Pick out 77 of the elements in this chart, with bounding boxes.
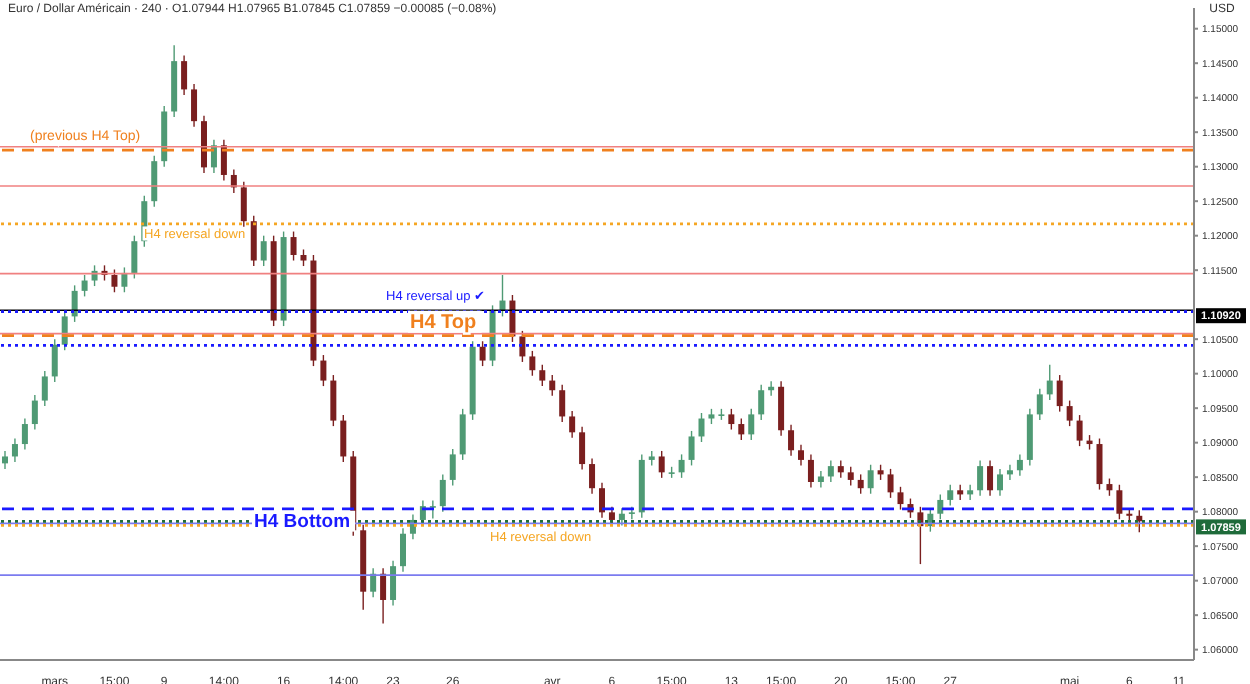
- candlestick: [1116, 484, 1123, 520]
- candlestick: [1066, 399, 1073, 427]
- candlestick: [987, 459, 994, 497]
- candlestick: [937, 493, 944, 520]
- candlestick: [847, 466, 854, 487]
- candlestick: [191, 83, 198, 128]
- candlestick: [748, 408, 755, 441]
- candlestick: [867, 464, 874, 495]
- candlestick: [807, 453, 814, 489]
- candlestick: [51, 338, 58, 383]
- candlestick: [788, 424, 795, 457]
- candlestick: [479, 340, 486, 367]
- candlestick: [598, 481, 605, 519]
- ref-line-label: H4 Top: [410, 311, 477, 334]
- candlestick: [449, 448, 456, 487]
- candlestick: [1026, 408, 1033, 467]
- candlestick: [957, 484, 964, 501]
- candlestick: [111, 268, 118, 293]
- candlestick: [658, 450, 665, 479]
- candlestick: [778, 380, 785, 437]
- candlestick: [260, 234, 267, 267]
- candlestick: [549, 374, 556, 397]
- candlestick: [857, 473, 864, 495]
- candlestick: [579, 426, 586, 471]
- candlestick: [1056, 374, 1063, 413]
- candlestick: [320, 354, 327, 387]
- candlestick: [977, 459, 984, 497]
- candlestick: [1076, 414, 1083, 447]
- candlestick: [628, 506, 635, 520]
- candlestick: [589, 457, 596, 495]
- candlestick: [21, 417, 28, 451]
- candlestick: [1046, 364, 1053, 401]
- candlestick: [1006, 464, 1013, 481]
- candlestick: [569, 410, 576, 439]
- candlestick: [996, 468, 1003, 497]
- candlestick: [738, 417, 745, 441]
- candlestick: [151, 154, 158, 208]
- candlestick: [728, 408, 735, 431]
- candlestick: [897, 486, 904, 511]
- candlestick: [290, 230, 297, 262]
- candlestick: [250, 214, 257, 267]
- candlestick: [1096, 437, 1103, 491]
- candlestick: [429, 499, 436, 520]
- candlestick: [947, 484, 954, 507]
- candlestick: [519, 330, 526, 363]
- candlestick: [181, 54, 188, 96]
- candlestick: [200, 114, 207, 174]
- candlestick: [797, 444, 804, 467]
- candlestick: [967, 484, 974, 501]
- candlestick: [1036, 388, 1043, 421]
- candlestick: [121, 266, 128, 293]
- candlestick: [41, 370, 48, 407]
- candlestick: [330, 374, 337, 427]
- candlestick: [887, 468, 894, 499]
- candlestick: [81, 274, 88, 298]
- candlestick: [11, 437, 18, 463]
- candlestick: [390, 559, 397, 607]
- candlestick: [459, 408, 466, 461]
- candlestick: [1016, 453, 1023, 477]
- candlestick: [439, 473, 446, 513]
- candlestick: [559, 384, 566, 423]
- candlestick: [827, 459, 834, 483]
- candlestick: [380, 567, 387, 625]
- candlestick: [91, 264, 98, 287]
- candlestick: [31, 394, 38, 431]
- candlestick: [758, 384, 765, 421]
- candlestick: [529, 350, 536, 377]
- candlestick: [240, 181, 247, 228]
- candlestick: [131, 234, 138, 280]
- candlestick: [399, 527, 406, 573]
- candlestick: [678, 453, 685, 479]
- ref-line-label: H4 Bottom: [254, 510, 351, 533]
- candlestick: [817, 470, 824, 489]
- candlestick: [698, 412, 705, 443]
- candlestick: [688, 430, 695, 467]
- candlestick: [539, 364, 546, 387]
- candlestick: [340, 414, 347, 463]
